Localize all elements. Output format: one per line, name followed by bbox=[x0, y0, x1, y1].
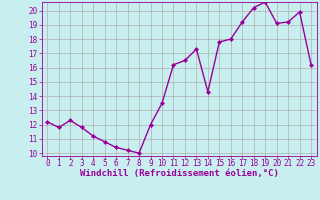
X-axis label: Windchill (Refroidissement éolien,°C): Windchill (Refroidissement éolien,°C) bbox=[80, 169, 279, 178]
